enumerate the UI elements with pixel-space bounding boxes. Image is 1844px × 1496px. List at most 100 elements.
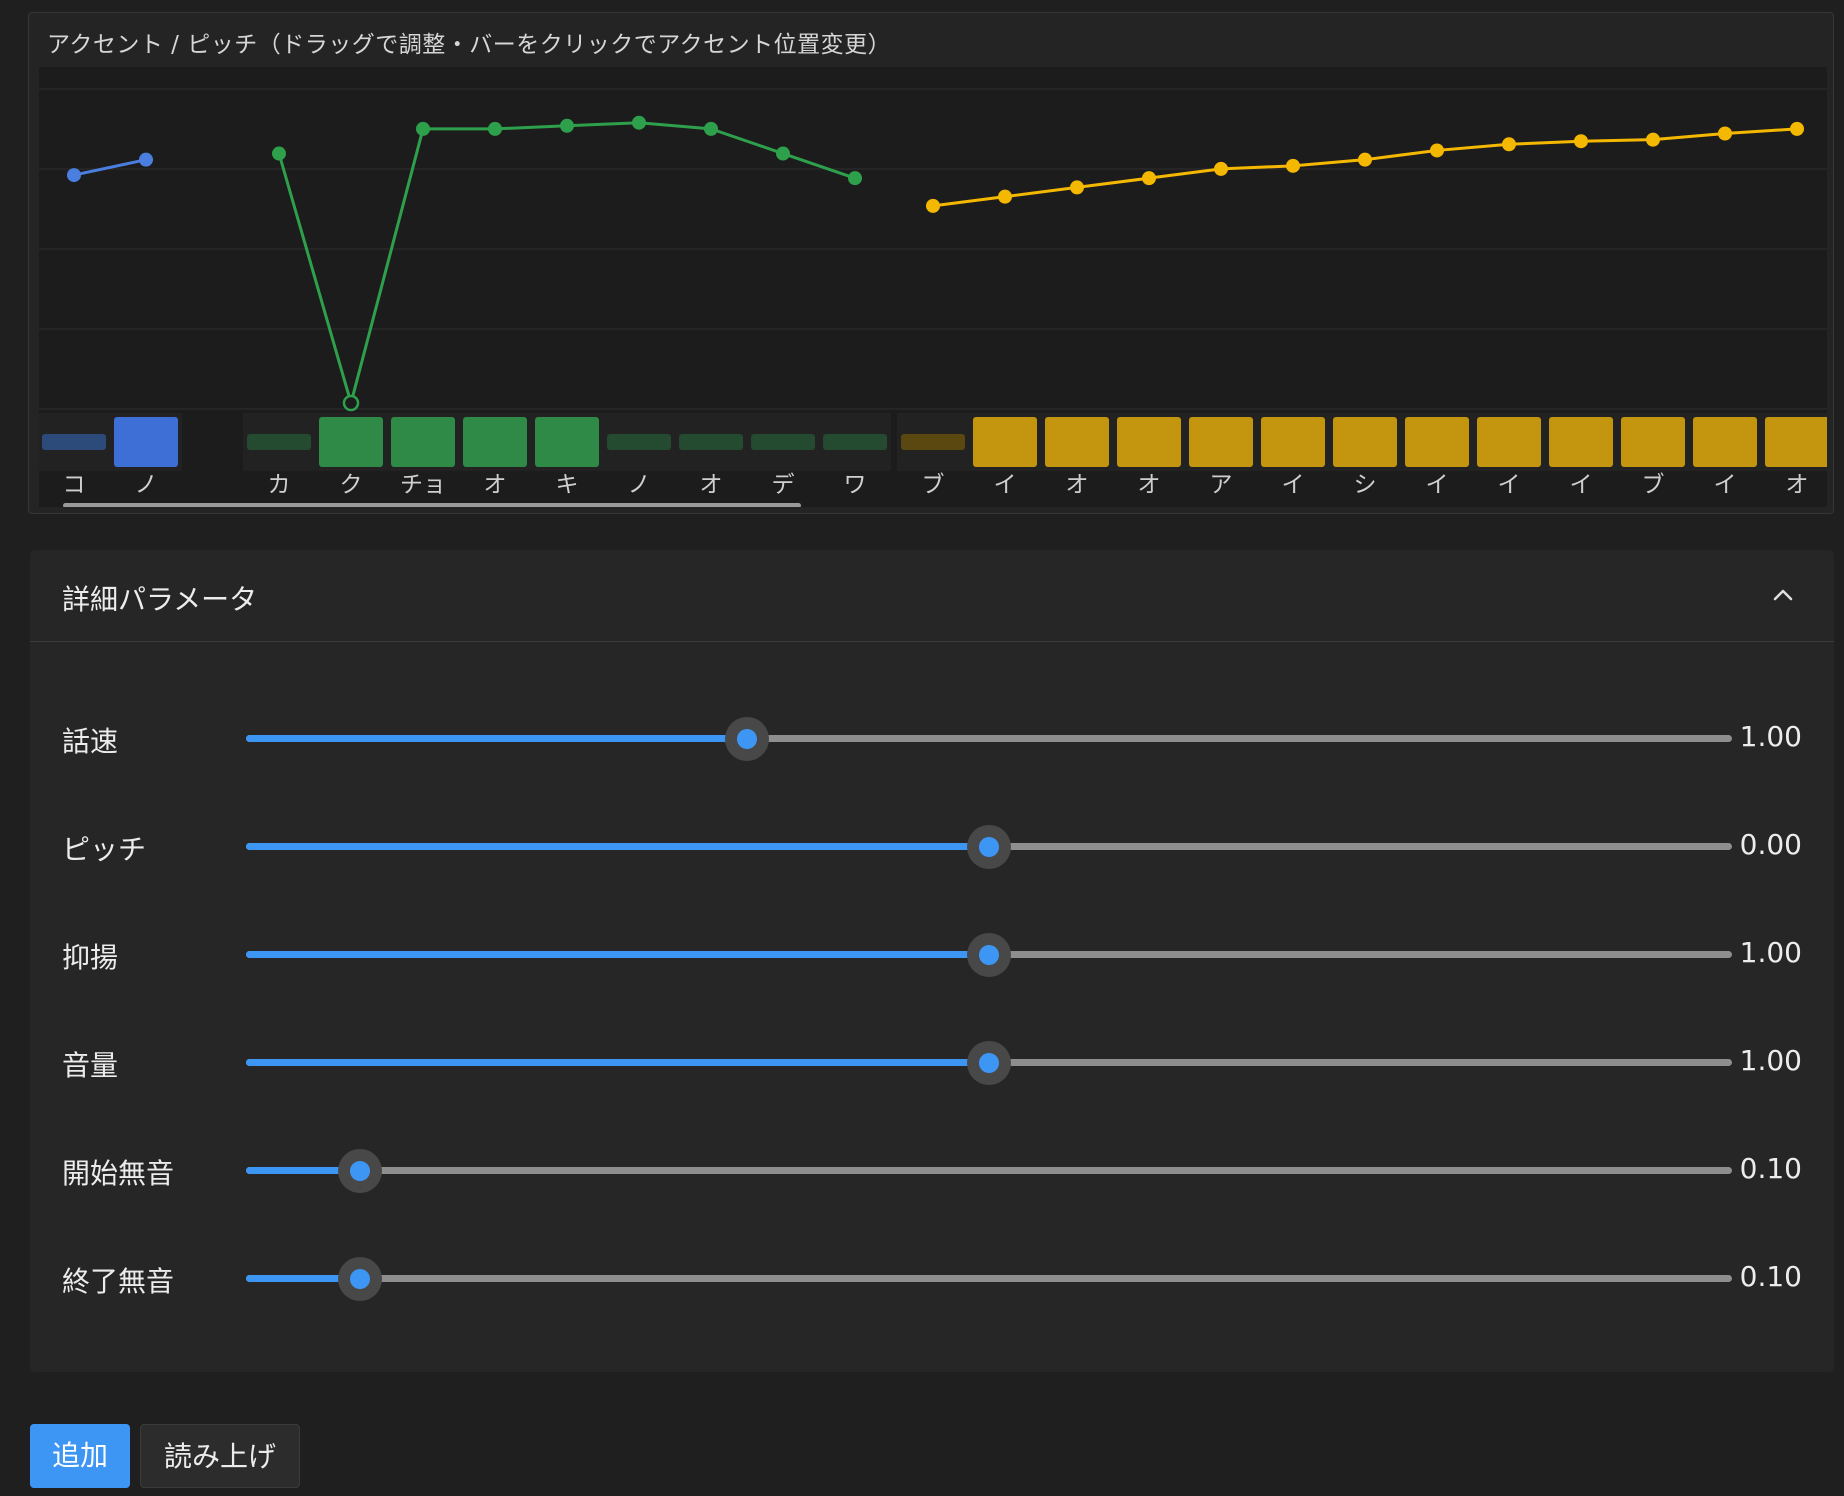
pitch-point[interactable] [488, 121, 502, 136]
accent-bar[interactable] [1189, 417, 1253, 467]
pitch-point[interactable] [1574, 134, 1588, 149]
slider-track-volume[interactable] [246, 1040, 1732, 1085]
slider-row-post-silence: 終了無音 0.10 [30, 1248, 1834, 1308]
accent-bar[interactable] [1693, 417, 1757, 467]
mora-label: ク [340, 472, 363, 498]
accent-bar[interactable] [1765, 417, 1827, 467]
graph-scrollbar[interactable] [63, 503, 801, 507]
read-aloud-button[interactable]: 読み上げ [140, 1424, 300, 1488]
accent-bar[interactable] [319, 417, 383, 467]
accent-bar[interactable] [535, 417, 599, 467]
mora-label: イ [1498, 472, 1521, 498]
slider-track-pitch[interactable] [246, 824, 1732, 869]
pitch-point[interactable] [1790, 121, 1804, 136]
pitch-line [277, 121, 856, 405]
pitch-editor[interactable]: コ ノ カ ク チョ オ キ ノ オ デ ワ ブ イ オ オ ア イ シ イ イ イ ブ イ オ [39, 67, 1827, 507]
mora-label: デ [772, 472, 795, 498]
pitch-point[interactable] [1646, 132, 1660, 147]
pitch-point[interactable] [1718, 126, 1732, 141]
pitch-point[interactable] [776, 146, 790, 161]
slider-track-pre-silence[interactable] [246, 1148, 1732, 1193]
pitch-point[interactable] [560, 118, 574, 133]
accent-bar[interactable] [1621, 417, 1685, 467]
pitch-editor-canvas[interactable]: コ ノ カ ク チョ オ キ ノ オ デ ワ ブ イ オ オ ア イ シ イ イ イ ブ イ オ [39, 67, 1827, 507]
mora-label: カ [268, 472, 291, 498]
pitch-point[interactable] [926, 198, 940, 213]
accent-bar-low[interactable] [901, 434, 965, 450]
slider-thumb-intonation[interactable] [967, 932, 1011, 977]
slider-row-pre-silence: 開始無音 0.10 [30, 1140, 1834, 1200]
slider-fill-volume [246, 1059, 989, 1066]
slider-thumb-pre-silence[interactable] [338, 1148, 383, 1193]
accent-pitch-title: アクセント / ピッチ（ドラッグで調整・バーをクリックでアクセント位置変更） [47, 32, 892, 58]
accent-bar[interactable] [391, 417, 455, 467]
slider-fill-intonation [246, 951, 989, 958]
mora-label: コ [63, 472, 86, 498]
accent-bar[interactable] [1549, 417, 1613, 467]
detail-params-title: 詳細パラメータ [62, 583, 258, 616]
mora-label: イ [1426, 472, 1449, 498]
pitch-point[interactable] [139, 152, 153, 167]
accent-bar-low[interactable] [823, 434, 887, 450]
add-button[interactable]: 追加 [30, 1424, 130, 1488]
pitch-point-unvoiced[interactable] [342, 394, 360, 412]
pitch-point[interactable] [416, 121, 430, 136]
slider-label-pitch: ピッチ [62, 833, 147, 866]
slider-label-post-silence: 終了無音 [62, 1265, 175, 1298]
pitch-point[interactable] [1142, 171, 1156, 186]
accent-bar-low[interactable] [42, 434, 106, 450]
accent-bar[interactable] [1045, 417, 1109, 467]
slider-value-pitch: 0.00 [1739, 828, 1802, 861]
slider-value-post-silence: 0.10 [1739, 1260, 1802, 1293]
accent-bar-low[interactable] [679, 434, 743, 450]
mora-label: ワ [844, 472, 867, 498]
mora-label: オ [1786, 472, 1809, 498]
slider-value-speed: 1.00 [1739, 720, 1802, 753]
slider-thumb-speed[interactable] [724, 716, 769, 761]
accent-bar-low[interactable] [247, 434, 311, 450]
slider-row-pitch: ピッチ 0.00 [30, 816, 1834, 876]
accent-bar-low[interactable] [607, 434, 671, 450]
slider-label-intonation: 抑揚 [62, 941, 119, 974]
pitch-point[interactable] [632, 115, 646, 130]
pitch-point[interactable] [1358, 152, 1372, 167]
pitch-point[interactable] [1070, 180, 1084, 195]
mora-label: オ [1138, 472, 1161, 498]
slider-fill-speed [246, 735, 747, 742]
pitch-point[interactable] [272, 146, 286, 161]
pitch-point[interactable] [998, 189, 1012, 204]
accent-bar-low[interactable] [751, 434, 815, 450]
slider-track-post-silence[interactable] [246, 1256, 1732, 1301]
pitch-point[interactable] [1502, 137, 1516, 152]
accent-bar[interactable] [1477, 417, 1541, 467]
pitch-point[interactable] [67, 168, 81, 183]
accent-bar[interactable] [1117, 417, 1181, 467]
accent-bar[interactable] [1261, 417, 1325, 467]
detail-params-header[interactable]: 詳細パラメータ [30, 550, 1834, 642]
pitch-point[interactable] [1286, 158, 1300, 173]
pitch-point[interactable] [1430, 143, 1444, 158]
slider-thumb-pitch[interactable] [967, 824, 1011, 869]
mora-label: チョ [400, 472, 446, 498]
slider-track-speed[interactable] [246, 716, 1732, 761]
pitch-point[interactable] [704, 121, 718, 136]
slider-value-pre-silence: 0.10 [1739, 1152, 1802, 1185]
accent-bar[interactable] [114, 417, 178, 467]
accent-bar[interactable] [1405, 417, 1469, 467]
slider-thumb-volume[interactable] [967, 1040, 1011, 1085]
mora-label: イ [1282, 472, 1305, 498]
slider-thumb-post-silence[interactable] [338, 1256, 383, 1301]
pitch-point[interactable] [848, 171, 862, 186]
chevron-up-icon[interactable] [1768, 580, 1798, 610]
accent-bar[interactable] [463, 417, 527, 467]
accent-bar[interactable] [973, 417, 1037, 467]
accent-bar[interactable] [1333, 417, 1397, 467]
pitch-point[interactable] [1214, 161, 1228, 176]
mora-label: キ [556, 472, 579, 498]
mora-label: オ [1066, 472, 1089, 498]
slider-track-intonation[interactable] [246, 932, 1732, 977]
mora-label: ア [1210, 472, 1233, 498]
slider-label-speed: 話速 [62, 725, 119, 758]
detail-params-panel: 詳細パラメータ 話速 1.00 ピッチ 0.00 抑揚 1.00 音量 1.00 開始無音 0.1… [30, 550, 1834, 1372]
slider-row-intonation: 抑揚 1.00 [30, 924, 1834, 984]
